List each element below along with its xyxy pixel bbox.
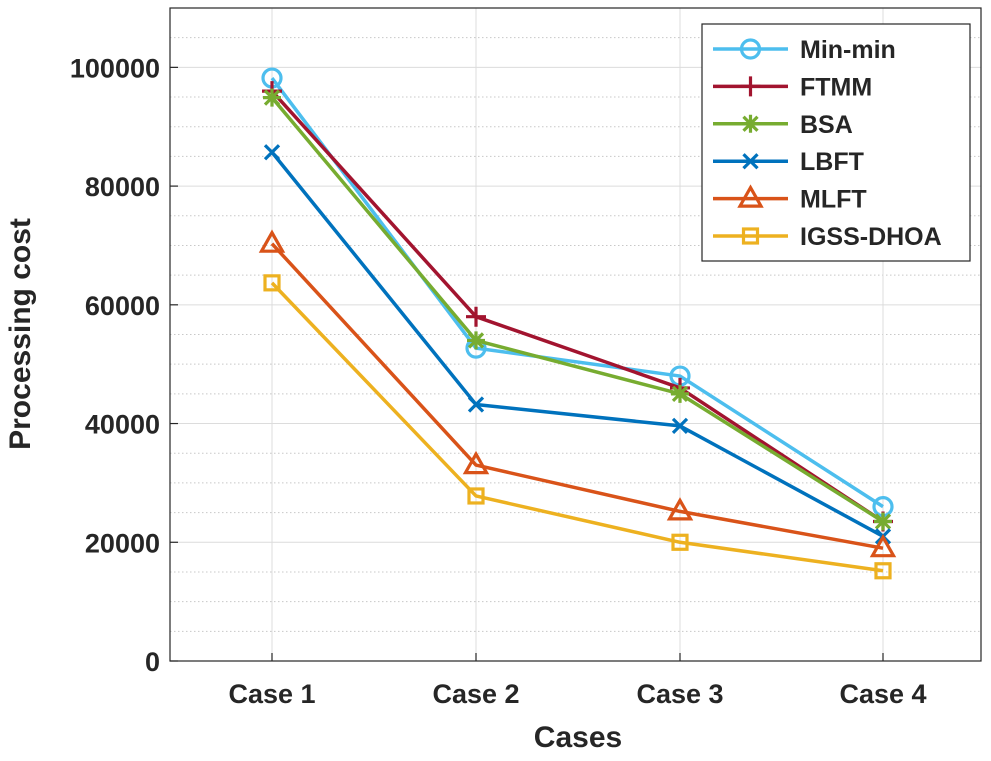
- data-point: [671, 533, 689, 551]
- series-bsa: [263, 88, 892, 531]
- marker-square: [874, 562, 892, 580]
- data-point: [666, 497, 694, 521]
- series-mlft: [258, 229, 897, 558]
- legend-marker: [737, 184, 764, 208]
- marker-square: [467, 487, 485, 505]
- legend-marker: [742, 153, 759, 170]
- legend: Min-min FTMM BSA LBFT MLFT IGSS-DHOA: [701, 23, 971, 262]
- marker-asterisk: [671, 384, 689, 403]
- legend-label: BSA: [800, 111, 853, 139]
- legend-marker: [741, 227, 760, 245]
- x-tick-label: Case 2: [432, 679, 519, 709]
- x-tick-label: Case 3: [636, 679, 723, 709]
- series-line: [270, 151, 884, 538]
- data-point: [869, 533, 897, 558]
- data-point: [467, 487, 485, 505]
- series-igss-dhoa: [263, 274, 892, 580]
- legend-entry: BSA: [713, 111, 853, 139]
- data-point: [874, 512, 892, 531]
- marker-square: [671, 533, 689, 551]
- marker-triangle: [666, 497, 694, 521]
- series-lbft: [263, 144, 892, 545]
- legend-label: LBFT: [800, 148, 864, 176]
- marker-x: [671, 417, 689, 435]
- marker-triangle: [258, 229, 286, 253]
- data-point: [467, 331, 485, 350]
- y-tick-label: 20000: [85, 528, 160, 558]
- x-tick-label: Case 4: [839, 679, 926, 709]
- marker-asterisk: [741, 114, 760, 133]
- marker-square: [741, 227, 760, 245]
- marker-x: [263, 144, 281, 161]
- y-tick-label: 40000: [85, 410, 160, 440]
- marker-plus: [740, 76, 761, 97]
- legend-entry: IGSS-DHOA: [713, 223, 942, 251]
- series-line: [270, 96, 884, 523]
- marker-square: [263, 274, 281, 292]
- data-point: [874, 562, 892, 580]
- marker-asterisk: [467, 331, 485, 350]
- marker-triangle: [462, 450, 490, 475]
- legend-box: [701, 23, 971, 262]
- legend-entry: MLFT: [713, 184, 867, 214]
- data-point: [263, 88, 281, 107]
- y-tick-label: 80000: [85, 172, 160, 202]
- y-tick-label: 0: [145, 647, 160, 677]
- legend-label: IGSS-DHOA: [800, 223, 942, 251]
- x-axis-ticks: Case 1 Case 2 Case 3 Case 4: [228, 653, 927, 709]
- x-tick-label: Case 1: [228, 679, 315, 709]
- y-axis-ticks: 0 20000 40000 60000 80000 100000: [70, 53, 178, 677]
- y-axis-label: Processing cost: [4, 218, 37, 450]
- marker-asterisk: [874, 512, 892, 531]
- series-line: [270, 242, 884, 550]
- data-point: [462, 450, 490, 475]
- data-point: [263, 274, 281, 292]
- marker-asterisk: [263, 88, 281, 107]
- legend-label: Min-min: [800, 36, 896, 64]
- legend-marker: [741, 114, 760, 133]
- plot-frame: [169, 7, 982, 662]
- marker-triangle: [737, 184, 764, 208]
- series-layer: [258, 67, 897, 580]
- y-tick-label: 60000: [85, 291, 160, 321]
- legend-marker: [739, 38, 762, 60]
- data-point: [263, 144, 281, 161]
- legend-label: MLFT: [800, 186, 867, 214]
- marker-triangle: [869, 533, 897, 558]
- data-point: [671, 384, 689, 403]
- legend-marker: [740, 76, 761, 97]
- data-point: [258, 229, 286, 253]
- marker-x: [742, 153, 759, 170]
- legend-label: FTMM: [800, 73, 872, 101]
- marker-x: [467, 396, 485, 413]
- data-point: [466, 306, 486, 327]
- x-axis-label: Cases: [534, 721, 622, 754]
- data-point: [467, 396, 485, 413]
- marker-plus: [466, 306, 486, 327]
- data-point: [671, 417, 689, 435]
- marker-circle: [739, 38, 762, 60]
- series-line: [270, 89, 884, 523]
- legend-entry: Min-min: [713, 36, 896, 64]
- series-line: [270, 281, 884, 573]
- series-line: [270, 76, 884, 509]
- legend-entry: FTMM: [713, 73, 872, 101]
- y-tick-label: 100000: [70, 53, 160, 83]
- legend-entry: LBFT: [713, 148, 864, 176]
